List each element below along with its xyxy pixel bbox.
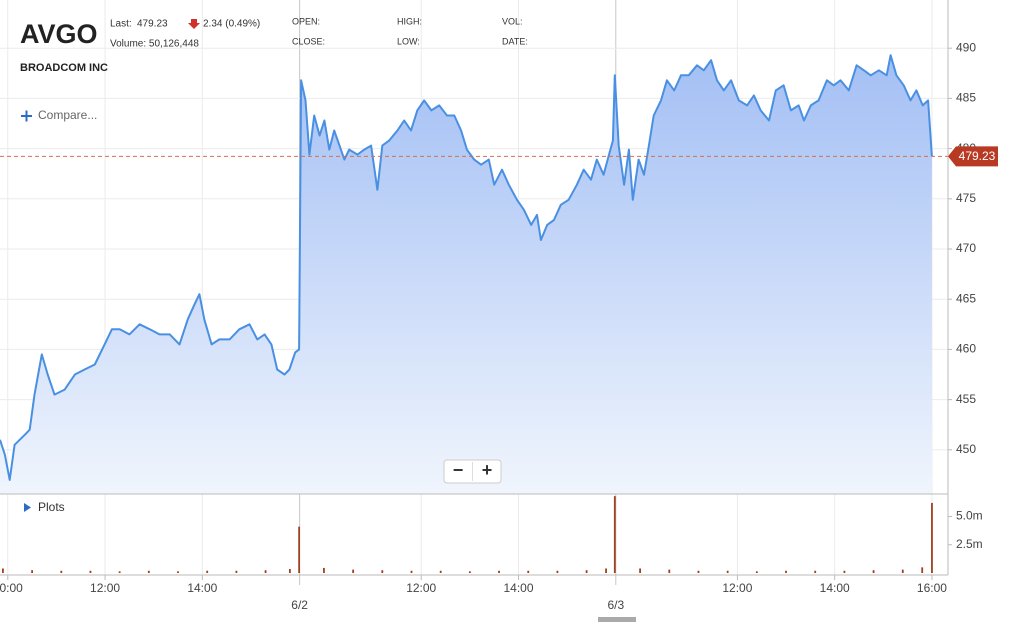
volume-bar bbox=[381, 570, 384, 573]
y-tick-label: 475 bbox=[956, 191, 976, 205]
volume-bar bbox=[147, 570, 150, 573]
volume-bar bbox=[118, 571, 121, 573]
y-tick-label: 490 bbox=[956, 40, 976, 54]
field-label: DATE: bbox=[502, 36, 528, 46]
zoom-out-button[interactable]: − bbox=[453, 460, 464, 480]
y-tick-label: 455 bbox=[956, 392, 976, 406]
expand-icon bbox=[24, 503, 31, 512]
volume-bar bbox=[31, 570, 34, 573]
x-tick-label: 14:00 bbox=[503, 581, 533, 595]
volume-bar bbox=[697, 570, 700, 573]
volume-bar bbox=[2, 568, 4, 573]
field-label: CLOSE: bbox=[292, 36, 325, 46]
ticker: AVGO bbox=[20, 19, 98, 49]
date-tick-label: 6/3 bbox=[607, 598, 624, 612]
volume: Volume: 50,126,448 bbox=[110, 39, 199, 50]
x-tick-label: 12:00 bbox=[722, 581, 752, 595]
volume-bar bbox=[585, 570, 588, 573]
y-tick-label: 5.0m bbox=[956, 509, 983, 523]
volume-bar bbox=[352, 569, 355, 573]
volume-bar bbox=[288, 569, 291, 573]
last-label: Last: bbox=[110, 19, 132, 30]
volume-bar bbox=[843, 570, 846, 573]
x-tick-label: 14:00 bbox=[187, 581, 217, 595]
compare-label: Compare... bbox=[38, 108, 97, 122]
field-label: LOW: bbox=[397, 36, 420, 46]
date-tick-label: 6/2 bbox=[291, 598, 308, 612]
down-arrow bbox=[188, 19, 200, 29]
field-label: HIGH: bbox=[397, 16, 422, 26]
volume-bar bbox=[668, 569, 671, 573]
price-line bbox=[0, 54, 933, 481]
x-tick-label: 14:00 bbox=[820, 581, 850, 595]
x-tick-label: 12:00 bbox=[406, 581, 436, 595]
x-tick-label: 16:00 bbox=[917, 581, 947, 595]
plus-icon bbox=[21, 110, 32, 122]
last-value: 479.23 bbox=[137, 19, 168, 30]
volume-bar bbox=[89, 570, 92, 573]
field-label: OPEN: bbox=[292, 16, 320, 26]
x-tick-label: 12:00 bbox=[90, 581, 120, 595]
volume-bar bbox=[468, 571, 471, 573]
plots-toggle[interactable]: Plots bbox=[24, 500, 65, 514]
volume-bar bbox=[323, 567, 325, 573]
data-layer bbox=[0, 54, 948, 573]
last-price-tag bbox=[948, 146, 998, 167]
volume-bar bbox=[235, 570, 238, 573]
volume-bar bbox=[872, 570, 875, 573]
volume-bar bbox=[264, 570, 267, 573]
y-tick-label: 2.5m bbox=[956, 537, 983, 551]
volume-bar bbox=[639, 568, 642, 573]
y-tick-label: 470 bbox=[956, 241, 976, 255]
scrollbar[interactable] bbox=[598, 617, 636, 622]
volume-bar bbox=[177, 571, 179, 573]
volume-bar bbox=[556, 570, 559, 573]
y-tick-label: 485 bbox=[956, 91, 976, 105]
volume-bar bbox=[785, 570, 787, 573]
y-tick-label: 465 bbox=[956, 291, 976, 305]
y-tick-label: 450 bbox=[956, 442, 976, 456]
volume-bar bbox=[921, 567, 924, 573]
volume-bar bbox=[410, 570, 413, 573]
volume-bar bbox=[755, 571, 758, 573]
header: AVGO Last: 479.23 2.34 (0.49%) Volume: 5… bbox=[20, 16, 528, 514]
change: 2.34 (0.49%) bbox=[203, 19, 260, 30]
price-area bbox=[0, 55, 932, 494]
volume-bar bbox=[298, 526, 301, 573]
volume-bar bbox=[498, 570, 500, 573]
field-label: VOL: bbox=[502, 16, 523, 26]
x-tick-label: 10:00 bbox=[0, 581, 23, 595]
volume-bar bbox=[60, 570, 63, 573]
volume-bar bbox=[814, 570, 817, 573]
volume-bar bbox=[901, 569, 904, 573]
volume-bar bbox=[439, 570, 442, 573]
last-price-label: 479.23 bbox=[959, 149, 996, 163]
volume-bar bbox=[726, 570, 729, 573]
volume-bar bbox=[605, 568, 607, 573]
compare-button[interactable]: Compare... bbox=[21, 108, 97, 122]
company: BROADCOM INC bbox=[20, 62, 108, 74]
zoom-in-button[interactable]: + bbox=[482, 460, 493, 480]
volume-bar bbox=[613, 496, 616, 573]
axis-layer: 10:00 12:00 14:00 12:00 14:00 12:00 14:00 16:00… bbox=[0, 0, 998, 622]
y-tick-label: 460 bbox=[956, 342, 976, 356]
volume-bar bbox=[931, 502, 933, 573]
volume-bar bbox=[527, 570, 530, 573]
volume-bar bbox=[206, 570, 209, 573]
plots-label: Plots bbox=[38, 500, 65, 514]
